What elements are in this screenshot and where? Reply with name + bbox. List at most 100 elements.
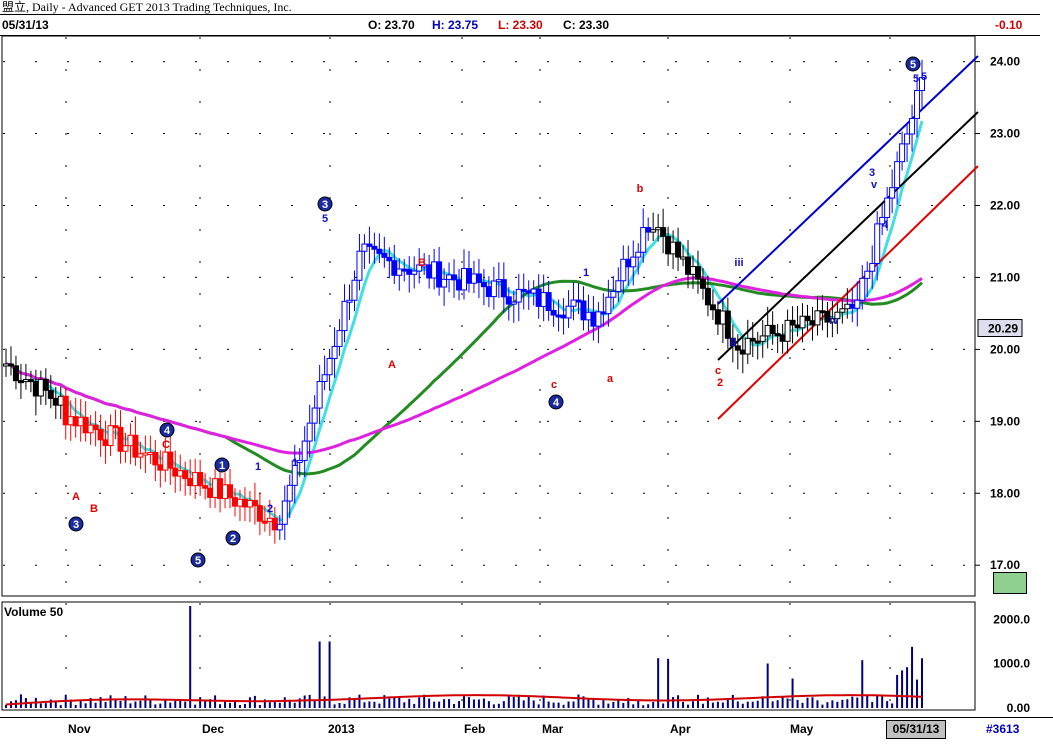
price-bar-body <box>341 300 348 332</box>
price-bar-body <box>749 337 756 342</box>
wave-label-red: c <box>551 379 557 391</box>
price-bar-body <box>261 520 268 524</box>
wave-label-blue: 4 <box>882 219 889 231</box>
price-tick-label: 18.00 <box>990 486 1020 500</box>
wave-label-red: B <box>418 257 426 269</box>
price-bar-body <box>3 363 9 367</box>
price-bar-body <box>804 315 811 322</box>
price-bar-body <box>844 303 851 310</box>
balance-scale-icon[interactable] <box>993 572 1027 594</box>
info-close: C: 23.30 <box>563 18 610 32</box>
price-bar-body <box>316 380 323 409</box>
price-bar-body <box>281 500 288 525</box>
price-bar-body <box>142 452 149 456</box>
price-bar-body <box>112 425 119 429</box>
price-bar-body <box>336 330 343 347</box>
price-bar-body <box>396 268 403 276</box>
price-bar-body <box>914 89 921 119</box>
price-tick-label: 20.00 <box>990 342 1020 356</box>
price-bar-body <box>814 310 821 326</box>
price-bar-body <box>22 379 29 383</box>
price-bar-body <box>480 281 487 288</box>
price-bar-body <box>431 261 438 279</box>
price-bar-body <box>301 440 308 461</box>
month-label: Nov <box>68 722 91 736</box>
price-bar-body <box>411 270 418 275</box>
price-tick-label: 19.00 <box>990 414 1020 428</box>
price-bar-body <box>386 256 393 262</box>
info-open: O: 23.70 <box>368 18 415 32</box>
price-bar-body <box>510 301 517 305</box>
price-bar-body <box>904 133 911 145</box>
price-bar-body <box>714 309 721 325</box>
month-label: Apr <box>670 722 691 736</box>
info-change: -0.10 <box>995 18 1023 32</box>
price-bar-body <box>391 260 398 276</box>
price-bar-body <box>550 309 557 316</box>
price-bar-body <box>470 273 477 284</box>
price-bar-body <box>17 380 24 384</box>
price-bar-body <box>789 319 796 326</box>
price-bar-body <box>241 498 248 508</box>
wave-label-circled-circle <box>905 56 921 72</box>
price-bar-body <box>212 478 219 498</box>
price-bar-body <box>222 484 229 500</box>
price-bar-body <box>227 484 234 499</box>
price-bar-body <box>236 498 243 507</box>
price-bar-body <box>699 278 706 289</box>
price-bar-body <box>694 266 701 280</box>
price-bar-body <box>505 296 512 305</box>
volume-title: Volume 50 <box>4 605 64 619</box>
info-high: H: 23.75 <box>432 18 479 32</box>
price-bar-body <box>520 288 527 292</box>
price-bar-body <box>47 389 54 399</box>
wave-label-circled-circle <box>68 516 84 532</box>
price-bar-body <box>465 268 472 284</box>
wave-label-circled-circle <box>159 422 175 438</box>
channel-line-red <box>717 165 979 420</box>
wave-label-circled-circle <box>317 196 333 212</box>
month-label: 2013 <box>328 722 355 736</box>
price-bar-body <box>849 303 856 309</box>
price-bar-body <box>92 424 99 431</box>
price-bar-body <box>919 77 925 91</box>
wave-label-circled: 5 <box>910 59 916 71</box>
price-bar-body <box>27 379 34 383</box>
price-bar-body <box>670 241 677 255</box>
price-bar-body <box>436 261 443 288</box>
price-bar-body <box>655 227 662 231</box>
price-bar-body <box>256 505 263 522</box>
wave-label-circled: 4 <box>553 397 560 409</box>
price-bar-body <box>794 324 801 329</box>
price-bar-body <box>640 227 647 253</box>
price-bar-body <box>162 451 169 471</box>
volume-tick-label: 0.00 <box>1007 701 1031 715</box>
price-bar-body <box>580 300 587 321</box>
wave-label-blue: ii <box>730 337 736 349</box>
price-bar-body <box>286 484 293 502</box>
price-bar-body <box>102 439 109 447</box>
price-bar-body <box>456 279 463 291</box>
price-bar-body <box>744 337 751 355</box>
price-bar-body <box>177 470 184 477</box>
price-bar-body <box>585 311 592 321</box>
price-bar-body <box>490 280 497 298</box>
price-bar-body <box>909 117 916 135</box>
price-bar-body <box>759 335 766 342</box>
price-bar-body <box>37 378 44 397</box>
info-date: 05/31/13 <box>2 18 49 32</box>
price-bar-body <box>401 268 408 272</box>
price-bar-body <box>351 279 358 301</box>
price-bar-body <box>560 314 567 319</box>
price-bar-body <box>376 248 383 254</box>
price-bar-body <box>416 264 423 272</box>
price-bar-body <box>615 280 622 292</box>
month-label: Mar <box>542 722 564 736</box>
magenta-moving-average <box>5 276 923 455</box>
wave-label-circled-circle <box>190 552 206 568</box>
price-bar-body <box>675 241 682 258</box>
price-bar-body <box>451 274 458 281</box>
wave-label-circled: 2 <box>230 533 236 545</box>
price-tick-label: 17.00 <box>990 558 1020 572</box>
